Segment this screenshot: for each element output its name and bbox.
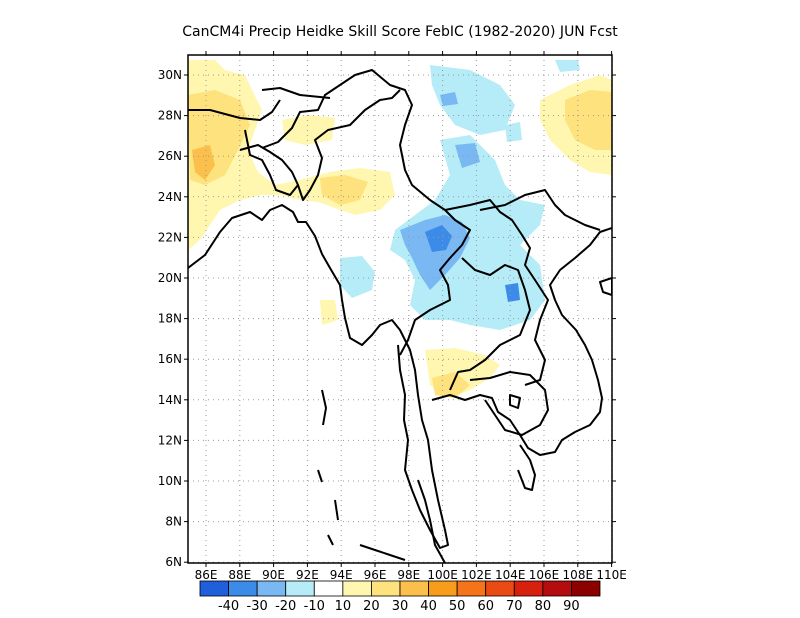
longitude-label: 90E [262, 568, 285, 582]
negative-skill-area-west-small [340, 60, 580, 298]
colorbar-swatch [571, 580, 601, 597]
colorbar-label: 70 [506, 599, 523, 614]
colorbar-swatch [456, 580, 487, 597]
longitude-label: 92E [296, 568, 319, 582]
cambodia-border [469, 371, 549, 436]
latitude-label: 12N [158, 433, 182, 447]
latitude-label: 20N [158, 271, 182, 285]
colorbar-label: -20 [275, 599, 296, 614]
colorbar-swatch [285, 580, 315, 597]
latitude-label: 8N [165, 515, 182, 529]
nepal-bhutan-border [188, 87, 331, 121]
colorbar-swatch [199, 580, 229, 597]
longitude-label: 104E [495, 568, 526, 582]
hainan-island [599, 277, 612, 296]
skill-score-shading [188, 60, 612, 398]
plot-frame [187, 54, 613, 564]
india-myanmar-coast [188, 204, 449, 549]
negative-skill-area-central-strong [425, 225, 520, 302]
colorbar-swatch [228, 580, 258, 597]
thailand-border [449, 257, 531, 391]
colorbar-swatch [513, 580, 544, 597]
positive-skill-area-northeast-strong [565, 90, 612, 150]
colorbar-label: -40 [218, 599, 239, 614]
colorbar-label: -10 [304, 599, 325, 614]
longitude-label: 94E [330, 568, 353, 582]
longitude-axis: 86E 88E 90E 92E 94E 96E 98E 100E 102E 104E 106E 108… [195, 51, 627, 582]
longitude-label: 110E [596, 568, 627, 582]
latitude-axis: 30N 28N 26N 24N 22N 20N 18N 16N 14N 12N 10N 8N 6N [158, 68, 616, 569]
thailand-gulf-coast [431, 227, 612, 456]
colorbar-label: 80 [535, 599, 552, 614]
colorbar-swatch [542, 580, 572, 597]
positive-skill-area-south-strong [432, 372, 470, 398]
tonle-sap-lake [509, 394, 521, 409]
map-title: CanCM4i Precip Heidke Skill Score FebIC … [182, 24, 618, 40]
latitude-label: 6N [165, 555, 182, 569]
longitude-label: 98E [397, 568, 420, 582]
vietnam-south-coast [517, 444, 536, 491]
longitude-label: 102E [461, 568, 492, 582]
colorbar-swatch [256, 580, 287, 597]
china-vietnam-border [479, 189, 601, 231]
latitude-label: 10N [158, 474, 182, 488]
plot-area [188, 55, 612, 563]
colorbar-swatch [342, 580, 372, 597]
graticule [188, 55, 612, 563]
longitude-label: 100E [427, 568, 458, 582]
latitude-label: 24N [158, 190, 182, 204]
negative-skill-area-central-moderate [400, 92, 480, 290]
longitude-label: 108E [563, 568, 594, 582]
colorbar-label: 90 [563, 599, 580, 614]
longitude-label: 86E [195, 568, 218, 582]
andaman-islands [317, 389, 339, 546]
colorbar-swatch [313, 580, 344, 597]
colorbar-label: 50 [449, 599, 466, 614]
longitude-label: 88E [228, 568, 251, 582]
latitude-label: 14N [158, 393, 182, 407]
longitude-label: 106E [529, 568, 560, 582]
colorbar-label: 10 [335, 599, 352, 614]
coastline-and-borders [188, 69, 612, 563]
bangladesh-border [244, 129, 299, 196]
myanmar-border [261, 69, 471, 356]
colorbar-label: 40 [420, 599, 437, 614]
positive-skill-area-west-core [192, 145, 215, 180]
positive-skill-area-north [282, 115, 338, 325]
colorbar-swatch [399, 580, 429, 597]
latitude-label: 16N [158, 352, 182, 366]
india-northeast-border [239, 89, 401, 201]
malay-coast [359, 479, 446, 563]
colorbar-swatch [371, 580, 401, 597]
colorbar-label: -30 [247, 599, 268, 614]
positive-skill-area-west-strong [188, 90, 368, 205]
latitude-label: 28N [158, 109, 182, 123]
longitude-label: 96E [364, 568, 387, 582]
latitude-label: 22N [158, 230, 182, 244]
colorbar [199, 580, 601, 597]
colorbar-label: 30 [392, 599, 409, 614]
laos-border [444, 199, 549, 386]
negative-skill-area-north [430, 65, 515, 135]
colorbar-swatch [428, 580, 458, 597]
colorbar-swatch [485, 580, 515, 597]
colorbar-label: 20 [363, 599, 380, 614]
plot-background [188, 55, 612, 563]
latitude-label: 30N [158, 68, 182, 82]
colorbar-labels: -40 -30 -20 -10 10 20 30 40 50 60 70 80 90 [218, 599, 580, 614]
colorbar-label: 60 [477, 599, 494, 614]
latitude-label: 26N [158, 149, 182, 163]
latitude-label: 18N [158, 312, 182, 326]
